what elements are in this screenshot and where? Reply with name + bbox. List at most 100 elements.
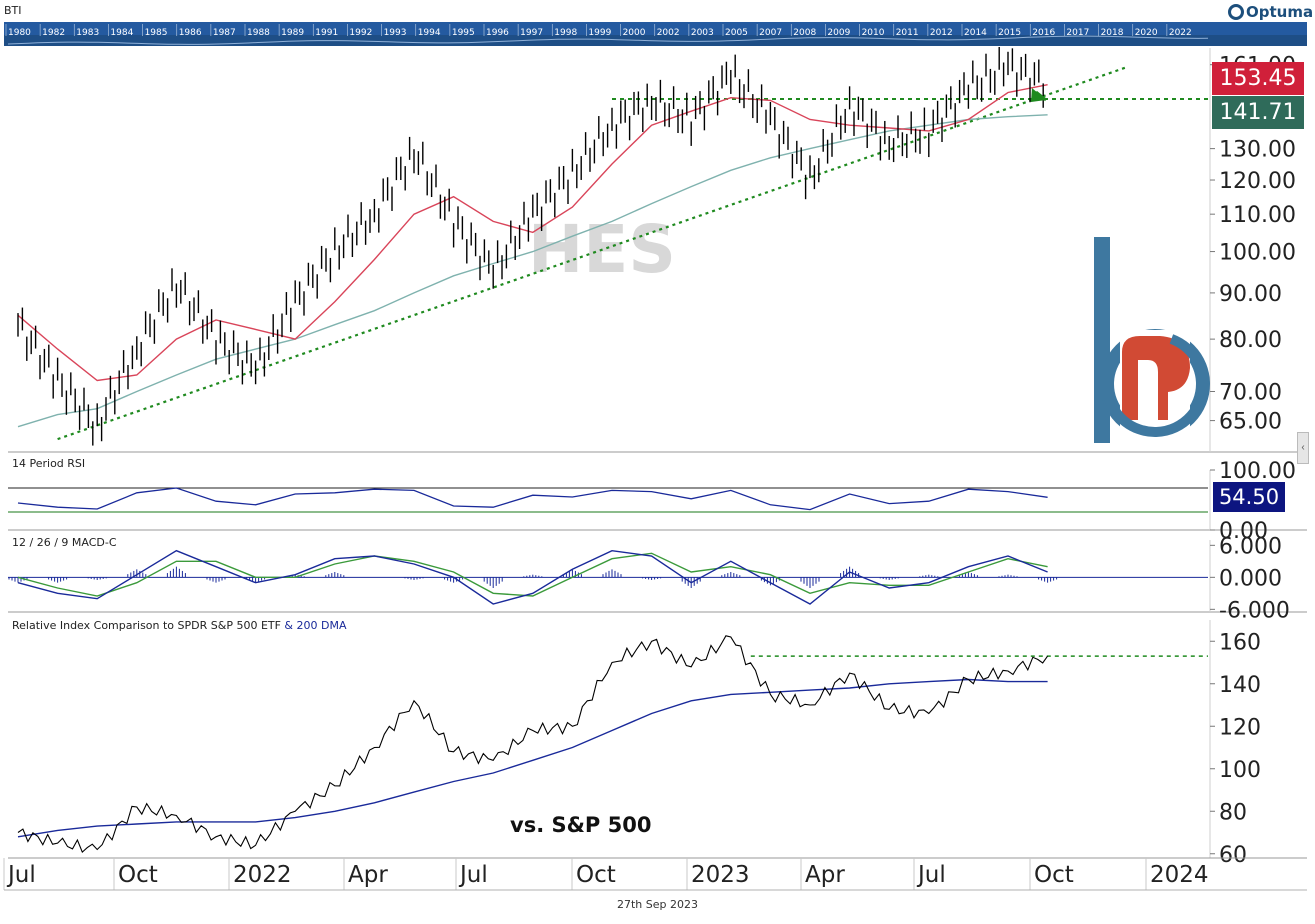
timeline-year: 1996 — [486, 28, 509, 38]
green-arrow-shaft — [1035, 90, 1047, 102]
timeline-year: 1985 — [145, 28, 168, 38]
y-tick-label: 120.00 — [1219, 169, 1296, 194]
panel-collapse-handle[interactable]: ‹ — [1297, 432, 1309, 464]
ma200-price-badge: 141.71 — [1212, 96, 1304, 129]
timeline-year: 2020 — [1135, 28, 1158, 38]
optuma-logo-text: Optuma — [1246, 3, 1314, 21]
brand-mark-arc — [1102, 331, 1208, 437]
relative-line — [17, 635, 1049, 854]
optuma-logo-icon — [1228, 4, 1244, 20]
timeline-year: 2007 — [759, 28, 782, 38]
x-tick-label: Jul — [6, 862, 36, 888]
x-tick-label: 2023 — [691, 862, 750, 888]
x-tick-label: 2022 — [233, 862, 292, 888]
timeline-year: 1989 — [281, 28, 304, 38]
timeline-year: 1980 — [8, 28, 31, 38]
x-tick-label: Jul — [458, 862, 488, 888]
y-tick-label: 60 — [1219, 843, 1247, 868]
macd-title: 12 / 26 / 9 MACD-C — [12, 536, 117, 549]
timeline-year: 1999 — [588, 28, 611, 38]
relative-title-main: Relative Index Comparison to SPDR S&P 50… — [12, 619, 281, 632]
relative-ma-line — [17, 678, 1048, 838]
timeline-year: 1986 — [179, 28, 202, 38]
y-tick-label: 80.00 — [1219, 328, 1282, 353]
x-axis: Jul Oct 2022 Apr Jul Oct 2023 Apr Jul Oct 2024 — [3, 857, 1307, 891]
timeline-year: 1993 — [384, 28, 407, 38]
y-tick-label: 140 — [1219, 673, 1261, 698]
timeline-year: 2015 — [998, 28, 1021, 38]
x-tick-label: Oct — [576, 862, 616, 888]
rsi-panel: 100.00 0.00 14 Period RSI — [8, 457, 1307, 544]
last-price-badge: 153.45 — [1212, 62, 1304, 95]
timeline-year: 2012 — [930, 28, 953, 38]
y-tick-label: 6.000 — [1219, 534, 1282, 559]
relative-annotation: vs. S&P 500 — [510, 813, 651, 837]
timeline-year: 2005 — [725, 28, 748, 38]
footer-date: 27th Sep 2023 — [616, 898, 698, 911]
y-tick-label: 0.000 — [1219, 566, 1282, 591]
brand-logo-mark — [1094, 237, 1210, 443]
macd-signal-line — [17, 552, 1048, 597]
x-tick-label: Jul — [916, 862, 946, 888]
timeline-year: 2008 — [793, 28, 816, 38]
relative-title-ma: & 200 DMA — [281, 619, 347, 632]
timeline-year: 1994 — [418, 28, 441, 38]
timeline-year: 2022 — [1169, 28, 1192, 38]
timeline-year: 2010 — [862, 28, 885, 38]
timeline-year: 1992 — [349, 28, 372, 38]
x-tick-label: Apr — [348, 862, 388, 888]
timeline-year: 1997 — [520, 28, 543, 38]
optuma-logo: Optuma — [1228, 3, 1313, 21]
timeline-year: 1995 — [452, 28, 475, 38]
y-tick-label: 0.00 — [1219, 519, 1268, 544]
y-tick-label: -6.000 — [1219, 598, 1290, 623]
x-tick-label: Apr — [805, 862, 845, 888]
timeline-year: 1982 — [42, 28, 65, 38]
timeline-year: 2003 — [691, 28, 714, 38]
timeline-year: 1988 — [247, 28, 270, 38]
timeline-year: 2017 — [1066, 28, 1089, 38]
y-tick-label: 120 — [1219, 715, 1261, 740]
y-tick-label: 90.00 — [1219, 282, 1282, 307]
y-tick-label: 80 — [1219, 800, 1247, 825]
y-tick-label: 100.00 — [1219, 241, 1296, 266]
timeline-year: 2014 — [964, 28, 987, 38]
brand-mark-letter — [1122, 336, 1190, 420]
y-tick-label: 65.00 — [1219, 410, 1282, 435]
brand-mark-stem — [1094, 237, 1110, 443]
timeline-top-band — [4, 22, 1307, 35]
timeline-year: 2002 — [657, 28, 680, 38]
relative-title: Relative Index Comparison to SPDR S&P 50… — [12, 619, 347, 632]
y-tick-label: 130.00 — [1219, 138, 1296, 163]
timeline-year: 1987 — [213, 28, 236, 38]
y-tick-label: 100 — [1219, 758, 1261, 783]
timeline-year: 1998 — [554, 28, 577, 38]
timeline-year: 1984 — [110, 28, 133, 38]
price-panel: 161.00130.00120.00110.00100.0090.0080.00… — [8, 46, 1307, 453]
timeline-year: 2011 — [896, 28, 919, 38]
timeline-year: 2000 — [623, 28, 646, 38]
y-tick-label: 100.00 — [1219, 459, 1296, 484]
timeline-year: 2009 — [827, 28, 850, 38]
x-tick-label: Oct — [1034, 862, 1074, 888]
y-tick-label: 110.00 — [1219, 203, 1296, 228]
rsi-title: 14 Period RSI — [12, 457, 85, 470]
x-tick-label: 2024 — [1150, 862, 1209, 888]
timeline-year: 2016 — [1032, 28, 1055, 38]
ticker-label: BTI — [4, 4, 22, 17]
y-tick-label: 160 — [1219, 630, 1261, 655]
macd-line — [17, 549, 1048, 605]
rsi-value-badge: 54.50 — [1213, 482, 1285, 512]
timeline-year: 2018 — [1101, 28, 1124, 38]
timeline-year: 1983 — [76, 28, 99, 38]
timeline-sparkline — [7, 35, 1209, 45]
x-tick-label: Oct — [118, 862, 158, 888]
timeline-strip[interactable]: 1980 1982 1983 1984 1985 1986 1987 1988 1989 1991… — [4, 22, 1307, 46]
y-tick-label: 70.00 — [1219, 381, 1282, 406]
timeline-year: 1991 — [315, 28, 338, 38]
relative-panel: 160 140 120 100 80 60 Relative Index Compariso… — [8, 619, 1307, 868]
rsi-line — [17, 487, 1048, 511]
ma50-line — [17, 84, 1048, 382]
macd-panel: 6.000 0.000 -6.000 12 / 26 / 9 MACD-C — [8, 534, 1307, 623]
